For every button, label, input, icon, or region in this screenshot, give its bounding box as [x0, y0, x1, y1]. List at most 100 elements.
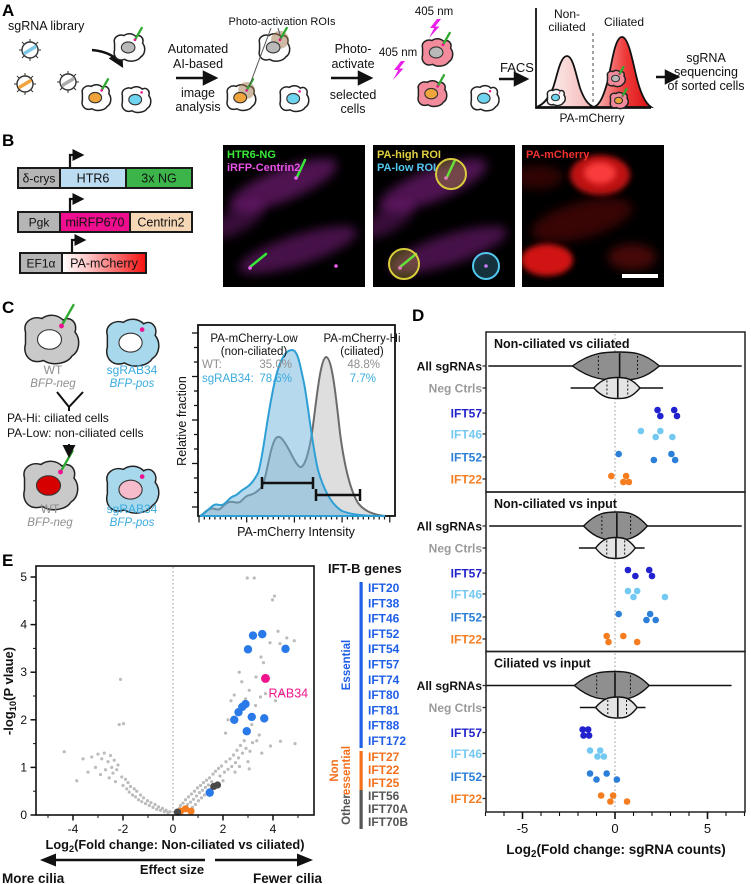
x-axis-label: Log2(Fold change: sgRNA counts) [506, 842, 725, 860]
cell-icon [107, 319, 159, 366]
legend-gene-ift57: IFT57 [368, 658, 400, 672]
micrograph-pa-mcherry [522, 145, 664, 287]
row-label-ift22: IFT22 [451, 792, 483, 806]
scatter-point-background-genes [213, 769, 218, 773]
panel-c-histogram: PA-mCherry-Low (non-ciliated) PA-mCherry… [175, 324, 401, 539]
step2-line3: selected [330, 88, 377, 102]
scatter-point-background-genes [181, 801, 185, 805]
gate-low-title: PA-mCherry-Low [210, 333, 298, 345]
image-label: PA-high ROI [377, 149, 441, 161]
x-axis-label: PA-mCherry Intensity [237, 525, 356, 539]
data-point-ift22 [605, 638, 612, 646]
scatter-point-background-genes [268, 744, 273, 748]
micrograph-htr6-centrin: HTR6-NG iRFP-Centrin2 [223, 145, 365, 287]
step1-line4: analysis [175, 100, 220, 114]
cell-icon [24, 451, 78, 510]
scatter-point-background-genes [245, 576, 249, 580]
scatter-point-background-genes [224, 760, 228, 764]
data-point-ift57 [624, 566, 632, 574]
gene-label: 3x NG [141, 172, 176, 186]
scatter-point-background-genes [204, 778, 209, 782]
scatter-point-background-genes [110, 765, 114, 769]
scatter-point-background-genes [243, 697, 248, 701]
pa-low-label: PA-Low: non-ciliated cells [7, 426, 144, 440]
data-point-ift57 [670, 406, 678, 414]
scatter-point-background-genes [113, 780, 118, 784]
legend-gene-ift70a: IFT70A [368, 802, 408, 816]
scatter-point-background-genes [257, 733, 261, 737]
centriole-icon [436, 85, 439, 88]
construct-row: EF1α PA-mCherry [19, 233, 147, 274]
legend-gene-ift52: IFT52 [368, 627, 400, 641]
scatter-point-background-genes [278, 642, 282, 646]
scatter-point-background-genes [250, 722, 254, 727]
violin-body [594, 696, 639, 719]
data-point-ift57 [645, 566, 653, 574]
cell-icon [280, 86, 309, 112]
data-point-ift22 [620, 632, 627, 640]
scatter-point-background-genes [191, 797, 196, 801]
405nm-label: 405 nm [415, 6, 453, 18]
data-point-ift46 [586, 747, 594, 754]
image-label: PA-low ROI [377, 162, 436, 174]
pa-mcherry-axis-label: PA-mCherry [559, 111, 624, 125]
scatter-point-background-genes [115, 768, 119, 772]
panel-d-label: D [412, 306, 425, 325]
data-point-ift52 [646, 610, 654, 618]
more-cilia-arrowhead [40, 853, 56, 867]
out-line1: sgRNA [686, 51, 726, 65]
scatter-point-background-genes [100, 757, 104, 761]
centriole-icon [59, 323, 64, 329]
cell-icon [422, 33, 453, 66]
out-line2: sequencing [674, 65, 738, 79]
wt-label: WT [44, 363, 63, 377]
data-point-ift52 [586, 770, 594, 777]
405nm-label: 405 nm [379, 47, 417, 59]
data-point-ift46 [600, 753, 608, 760]
image-label: HTR6-NG [227, 149, 276, 161]
construct-row: Pgk miRFP670 Centrin2 [17, 192, 193, 233]
data-point-ift52 [615, 450, 622, 458]
sgrab34-distribution-curve [199, 348, 386, 517]
scatter-point-IFT-B-essential [242, 727, 251, 736]
panel-d-chart: All sgRNAs Neg Ctrls IFT57 IFT46 IFT52 IFT22 N… [417, 331, 746, 860]
bfp-neg-label: BFP-neg [30, 378, 76, 390]
row-label-ift46: IFT46 [451, 428, 483, 442]
scatter-point-background-genes [126, 781, 130, 785]
centriole-icon [139, 327, 145, 332]
more-cilia-label: More cilia [2, 871, 65, 884]
scatter-point-background-genes [197, 791, 202, 795]
scatter-point-background-genes [246, 760, 250, 764]
row-label-ift57: IFT57 [451, 567, 483, 581]
scatter-point-background-genes [229, 699, 233, 703]
scatter-point-background-genes [118, 677, 123, 681]
non-ciliated-label-line2: ciliated [548, 20, 585, 34]
scatter-point-IFT-B-essential [243, 645, 253, 654]
scatter-point-background-genes [185, 802, 190, 807]
scatter-point-background-genes [231, 753, 236, 757]
data-point-ift46 [637, 427, 645, 435]
data-point-ift22 [607, 798, 614, 805]
legend-title: IFT-B genes [328, 561, 402, 576]
centriole-icon [298, 90, 301, 93]
centriole-icon [621, 95, 624, 97]
scatter-point-background-genes [194, 794, 199, 798]
row-label-ift52: IFT52 [451, 770, 483, 784]
ciliated-label: Ciliated [604, 15, 644, 29]
panel-c-diagram: WT BFP-neg sgRAB34 BFP-pos PA-Hi: ciliat… [7, 308, 195, 529]
data-point-ift57 [632, 572, 639, 580]
merge-lines [56, 391, 84, 411]
cell-icon [547, 89, 565, 105]
cell-icon [259, 28, 290, 61]
bfp-pos-label: BFP-pos [110, 378, 155, 390]
cilium-icon [135, 28, 142, 40]
legend-group-bar [359, 582, 363, 748]
centriole-icon [488, 89, 492, 93]
scatter-point-background-genes [164, 808, 168, 812]
scatter-point-background-genes [228, 757, 232, 761]
scatter-point-background-genes [273, 699, 278, 703]
panel-a-label: A [2, 1, 15, 20]
row-label-neg-ctrls: Neg Ctrls [429, 382, 483, 396]
y-tick-label: 2 [20, 713, 27, 727]
data-point-ift22 [625, 478, 633, 486]
